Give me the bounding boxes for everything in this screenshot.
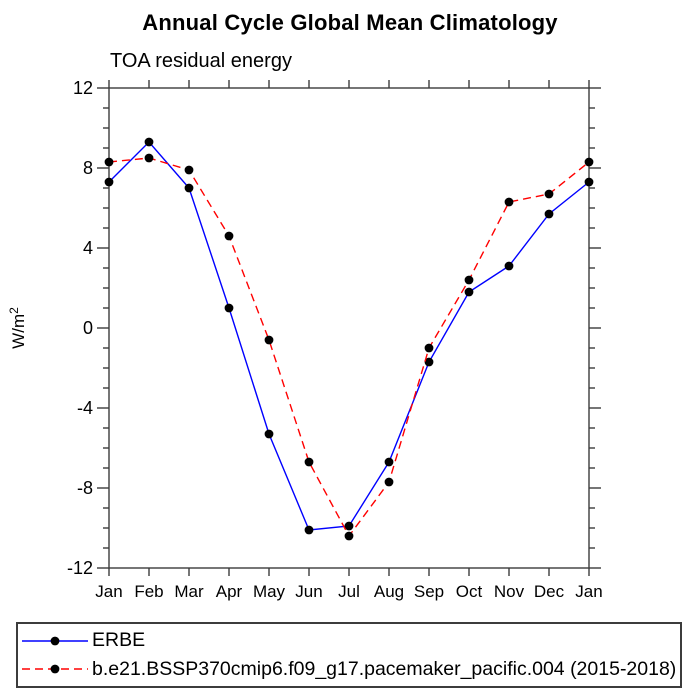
svg-text:W/m2: W/m2 — [7, 307, 28, 349]
line-chart-plot-area: -12 -8 -4 0 4 8 12 Jan Feb Mar Apr May Jun Jul Aug Sep O… — [7, 78, 603, 601]
svg-text:Feb: Feb — [134, 582, 163, 601]
svg-text:Dec: Dec — [534, 582, 565, 601]
svg-text:Jan: Jan — [575, 582, 602, 601]
legend: ERBE b.e21.BSSP370cmip6.f09_g17.pacemake… — [16, 622, 682, 688]
svg-text:8: 8 — [83, 158, 93, 178]
svg-text:May: May — [253, 582, 286, 601]
legend-label-model: b.e21.BSSP370cmip6.f09_g17.pacemaker_pac… — [92, 657, 677, 680]
svg-text:Aug: Aug — [374, 582, 404, 601]
svg-text:-4: -4 — [77, 398, 93, 418]
svg-text:Jan: Jan — [95, 582, 122, 601]
legend-line-sample-erbe — [22, 636, 88, 646]
svg-text:Mar: Mar — [174, 582, 204, 601]
svg-text:-12: -12 — [67, 558, 93, 578]
svg-text:0: 0 — [83, 318, 93, 338]
legend-label-erbe: ERBE — [92, 629, 146, 652]
svg-text:4: 4 — [83, 238, 93, 258]
svg-text:Nov: Nov — [494, 582, 525, 601]
svg-text:-8: -8 — [77, 478, 93, 498]
chart-title: Annual Cycle Global Mean Climatology — [142, 10, 558, 35]
svg-text:Apr: Apr — [216, 582, 243, 601]
svg-text:Oct: Oct — [456, 582, 483, 601]
legend-item-model: b.e21.BSSP370cmip6.f09_g17.pacemaker_pac… — [21, 657, 680, 681]
svg-text:Jul: Jul — [338, 582, 360, 601]
chart-subtitle: TOA residual energy — [110, 50, 292, 72]
svg-text:Sep: Sep — [414, 582, 444, 601]
svg-text:Jun: Jun — [295, 582, 322, 601]
legend-item-erbe: ERBE — [21, 629, 680, 653]
svg-text:12: 12 — [73, 78, 93, 98]
legend-line-sample-model — [22, 664, 88, 674]
